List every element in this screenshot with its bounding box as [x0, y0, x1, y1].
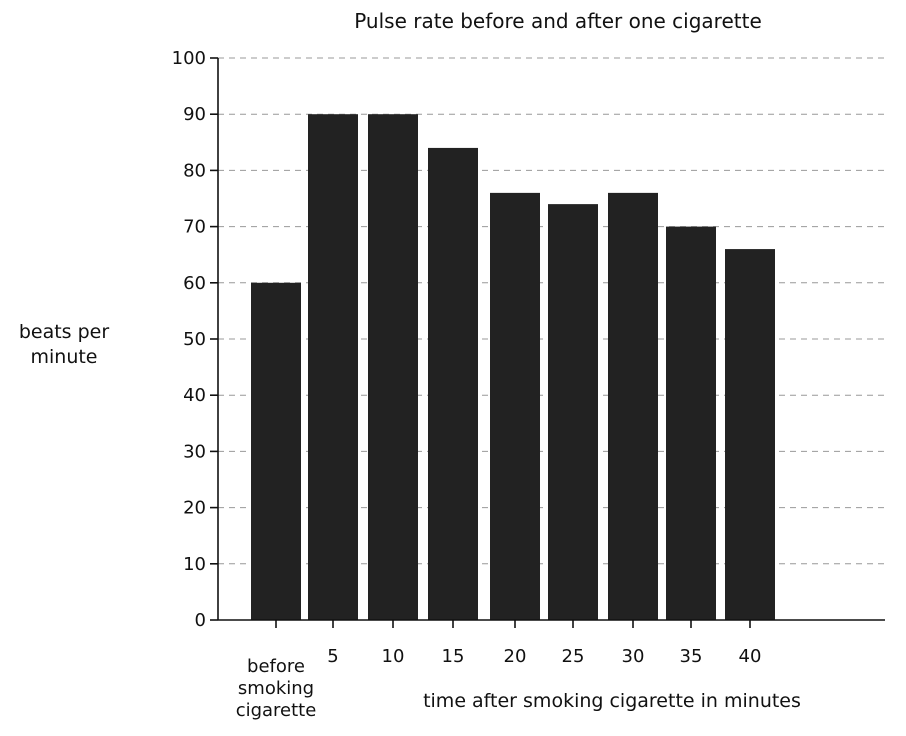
bar — [428, 147, 478, 621]
y-tick-label: 40 — [183, 385, 206, 406]
y-tick-label: 10 — [183, 554, 206, 575]
x-tick-label: 10 — [382, 646, 405, 667]
bars — [251, 114, 775, 621]
y-tick-label: 30 — [183, 441, 206, 462]
y-tick-label: 70 — [183, 217, 206, 238]
bar — [608, 192, 658, 620]
y-tick-label: 100 — [172, 48, 206, 69]
x-axis-ticks: before smoking cigarette 5 10 15 20 25 30 35 40 — [236, 620, 762, 721]
bar — [725, 249, 775, 620]
x-tick-label: 5 — [327, 646, 338, 667]
y-axis-ticks: 0 10 20 30 40 50 60 70 80 90 100 — [172, 48, 218, 631]
y-tick-label: 0 — [195, 610, 206, 631]
x-axis-label: time after smoking cigarette in minutes — [423, 690, 801, 712]
x-tick-label: 40 — [739, 646, 762, 667]
x-tick-label: before smoking cigarette — [236, 656, 317, 721]
x-tick-label: 25 — [562, 646, 585, 667]
bar — [490, 192, 540, 620]
bar — [251, 282, 301, 620]
bar — [308, 114, 358, 620]
bar — [368, 114, 418, 620]
bar — [666, 226, 716, 620]
x-tick-label: 15 — [442, 646, 465, 667]
y-tick-label: 50 — [183, 329, 206, 350]
y-axis-label: beats per minute — [19, 321, 110, 368]
x-tick-label: 35 — [680, 646, 703, 667]
y-tick-label: 80 — [183, 160, 206, 181]
x-tick-label: 20 — [504, 646, 527, 667]
y-tick-label: 60 — [183, 273, 206, 294]
y-tick-label: 90 — [183, 104, 206, 125]
x-tick-label: 30 — [622, 646, 645, 667]
chart-title: Pulse rate before and after one cigarett… — [354, 9, 762, 33]
bar — [548, 204, 598, 620]
y-tick-label: 20 — [183, 498, 206, 519]
